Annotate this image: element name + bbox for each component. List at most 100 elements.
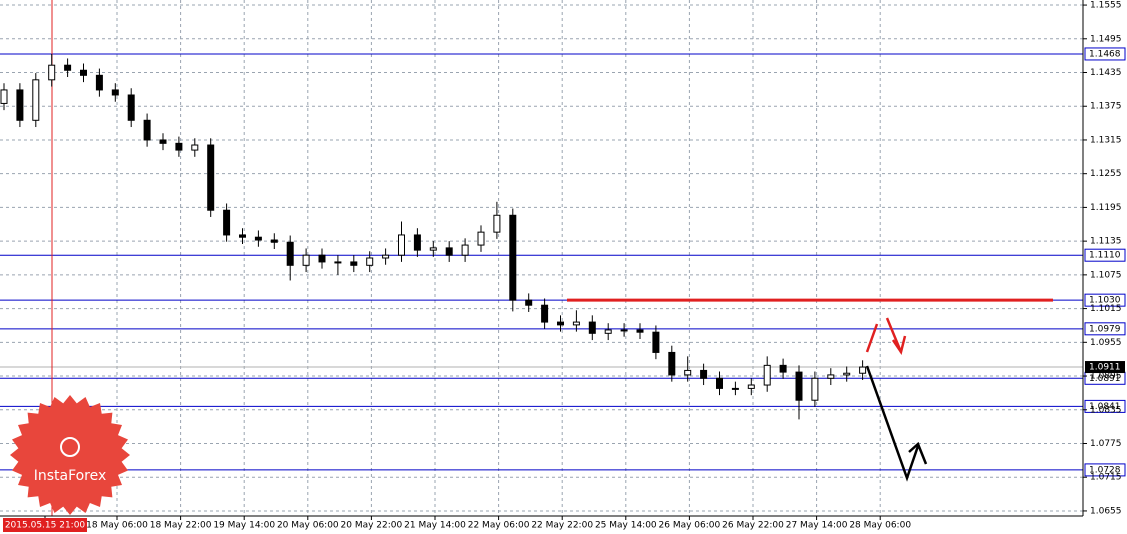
level-label-box <box>1084 322 1126 336</box>
candle-body <box>366 257 374 266</box>
candle-body <box>636 329 644 333</box>
candle-body <box>223 209 231 236</box>
y-tick-label: 1.1195 <box>1090 203 1122 213</box>
y-tick-label: 1.0895 <box>1090 372 1122 382</box>
y-tick-label: 1.1135 <box>1090 237 1122 247</box>
y-tick-label: 1.1435 <box>1090 68 1122 78</box>
level-label-box <box>1084 248 1126 262</box>
candle-body <box>811 377 819 401</box>
candle-body <box>0 89 8 104</box>
y-tick-label: 1.1555 <box>1090 1 1122 11</box>
candle-body <box>716 377 723 389</box>
candle-body <box>445 247 453 256</box>
candle-body <box>493 214 501 233</box>
candle-body <box>334 261 342 264</box>
x-tick-label: 22 May 06:00 <box>468 521 530 531</box>
logo-icon <box>60 437 80 457</box>
x-label-highlight <box>3 518 87 532</box>
candle-body <box>827 374 835 379</box>
candle-body <box>207 144 215 211</box>
candle-body <box>747 384 755 389</box>
candle-body <box>302 254 310 266</box>
levels: 1.1468 1.1110 1.1030 1.0979 1.0891 1.0841 1.07… <box>0 47 1126 477</box>
y-tick-label: 1.1075 <box>1090 270 1122 280</box>
candle-body <box>429 247 437 251</box>
candle-body <box>382 254 390 259</box>
level-label-box <box>1084 463 1126 477</box>
forecast-arrows <box>865 317 928 482</box>
candle-body <box>859 366 867 374</box>
candle-body <box>191 144 199 151</box>
candle-body <box>398 234 405 256</box>
candle-body <box>572 321 580 326</box>
level-label: 1.0891 <box>1089 374 1121 384</box>
candle-body <box>80 69 87 76</box>
y-tick-label: 1.1315 <box>1090 135 1122 145</box>
candle-body <box>350 261 358 266</box>
candle-body <box>175 142 183 151</box>
y-tick-label: 1.1375 <box>1090 102 1122 112</box>
candle-body <box>541 304 549 323</box>
x-tick-label: 19 May 14:00 <box>213 521 275 531</box>
red-arrowhead <box>891 335 907 356</box>
level-label: 1.1110 <box>1089 251 1121 261</box>
candle-body <box>127 94 135 121</box>
y-tick-label: 1.0835 <box>1090 405 1122 415</box>
candle-body <box>795 371 803 401</box>
black-forecast-path <box>865 365 920 482</box>
last-price-box <box>1085 361 1125 374</box>
x-tick-label: 18 May 22:00 <box>150 521 212 531</box>
candle-body <box>557 321 564 326</box>
x-tick-label: 26 May 06:00 <box>659 521 721 531</box>
candle-body <box>588 321 596 334</box>
candle-body <box>779 364 787 373</box>
x-tick-label: 21 May 14:00 <box>404 521 466 531</box>
candle-body <box>286 241 294 266</box>
candle-body <box>95 74 103 91</box>
candle-body <box>143 119 151 141</box>
x-tick-label: 20 May 22:00 <box>341 521 403 531</box>
candle-body <box>604 329 612 334</box>
candle-body <box>509 214 517 301</box>
candle-body <box>413 234 421 251</box>
candle-body <box>239 234 246 238</box>
candle-body <box>111 89 119 96</box>
x-tick-label: 28 May 06:00 <box>849 521 911 531</box>
candles <box>0 53 867 420</box>
candle-body <box>270 239 278 243</box>
candle-body <box>159 139 167 144</box>
candle-body <box>461 244 469 256</box>
logo: InstaForex <box>10 395 130 515</box>
grid <box>0 0 1083 516</box>
logo-text: InstaForex <box>34 468 107 484</box>
candle-body <box>48 64 56 81</box>
x-tick-label: 20 May 06:00 <box>277 521 339 531</box>
candle-body <box>477 231 485 246</box>
level-label-box <box>1084 47 1126 61</box>
level-label: 1.1030 <box>1089 296 1121 306</box>
candle-body <box>684 369 692 376</box>
candle-body <box>16 89 24 121</box>
red-arrow-up <box>865 323 879 353</box>
y-tick-label: 1.0955 <box>1090 338 1122 348</box>
level-label-box <box>1084 399 1126 413</box>
candle-body <box>763 364 771 386</box>
black-arrowhead <box>908 441 928 465</box>
y-tick-label: 1.1255 <box>1090 169 1122 179</box>
candle-body <box>64 64 72 71</box>
last-price-label: 1.0911 <box>1089 363 1121 373</box>
x-tick-label: 18 May 06:00 <box>86 521 148 531</box>
y-tick-label: 1.0775 <box>1090 439 1122 449</box>
candle-body <box>32 79 40 121</box>
level-label-box <box>1084 293 1126 307</box>
y-tick-label: 1.1495 <box>1090 34 1122 44</box>
level-label: 1.0728 <box>1089 465 1121 475</box>
x-tick-label: 27 May 14:00 <box>786 521 848 531</box>
level-label: 1.0979 <box>1089 324 1121 334</box>
candle-body <box>254 236 262 241</box>
x-tick-label: 22 May 22:00 <box>531 521 593 531</box>
x-tick-label: 25 May 14:00 <box>595 521 657 531</box>
y-tick-label: 1.0655 <box>1090 506 1122 516</box>
